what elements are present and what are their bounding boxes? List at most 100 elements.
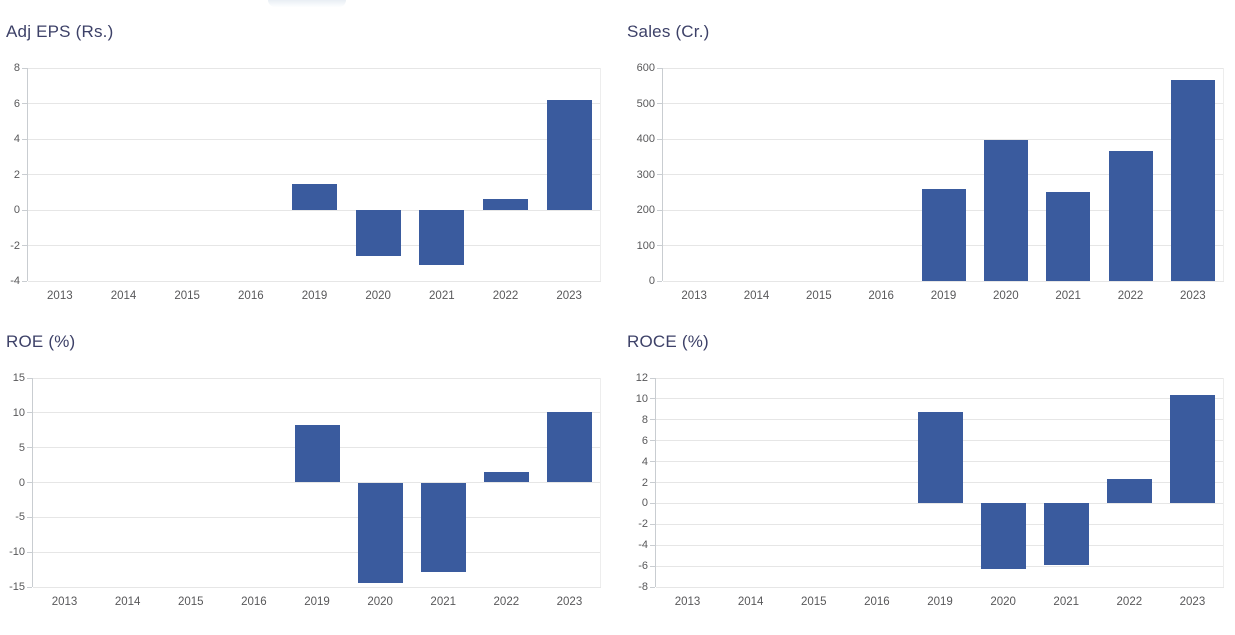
bar-2020[interactable] <box>981 503 1026 570</box>
y-tick-mark <box>22 209 27 211</box>
bar-2022[interactable] <box>484 472 529 483</box>
plot-roce: 12 10 8 6 4 2 0 -2 -4 -6 -8 2013 2014 2015 2016 2019 202… <box>636 372 1224 608</box>
gridline <box>28 245 601 246</box>
y-tick-mark <box>657 67 662 69</box>
x-tick-label-2014: 2014 <box>743 290 770 302</box>
bar-2023[interactable] <box>1170 394 1215 504</box>
chart-title-roe: ROE (%) <box>6 332 76 351</box>
x-tick-label-2013: 2013 <box>51 596 78 608</box>
y-tick-mark <box>27 482 32 483</box>
x-tick-label-2015: 2015 <box>806 290 832 302</box>
x-tick-label-2014: 2014 <box>114 596 141 608</box>
gridline <box>656 523 1224 525</box>
x-tick-label-2020: 2020 <box>993 290 1019 302</box>
y-tick-mark <box>657 138 662 140</box>
x-tick-label-2019: 2019 <box>301 290 328 302</box>
gridline <box>656 398 1224 400</box>
bar-2021[interactable] <box>1046 192 1090 281</box>
gridline <box>656 565 1224 567</box>
x-tick-label-2019: 2019 <box>927 596 953 608</box>
gridline <box>33 412 601 414</box>
x-tick-label-2023: 2023 <box>1180 290 1206 302</box>
x-tick-label-2016: 2016 <box>238 290 264 302</box>
y-tick-label: 2 <box>641 476 648 489</box>
bar-2020[interactable] <box>358 482 403 583</box>
bar-2019[interactable] <box>922 189 966 281</box>
bar-2019[interactable] <box>918 412 963 504</box>
y-tick-label: 8 <box>641 413 648 426</box>
bar-2023[interactable] <box>547 99 592 210</box>
y-tick-mark <box>27 586 32 588</box>
y-tick-mark <box>657 280 662 282</box>
gridline <box>28 174 601 175</box>
bar-2023[interactable] <box>1171 80 1215 281</box>
bar-2022[interactable] <box>1107 479 1152 504</box>
y-axis-line <box>655 378 656 587</box>
x-tick-label-2014: 2014 <box>110 290 137 302</box>
y-tick-label: -8 <box>638 581 648 593</box>
bar-2023[interactable] <box>547 412 592 483</box>
gridline <box>33 482 601 483</box>
y-tick-mark <box>650 461 655 463</box>
y-tick-mark <box>650 565 655 567</box>
gridline <box>656 502 1224 504</box>
y-tick-label: 4 <box>13 133 20 145</box>
y-tick-label: -2 <box>10 239 20 252</box>
y-tick-label: 15 <box>12 372 25 384</box>
gridline <box>663 174 1224 175</box>
bar-2022[interactable] <box>1109 151 1153 281</box>
y-tick-label: 12 <box>635 372 648 384</box>
bar-2021[interactable] <box>1044 503 1089 566</box>
x-tick-label-2014: 2014 <box>737 596 764 608</box>
y-tick-mark <box>27 551 32 553</box>
chart-card-roe: ROE (%) 15 10 5 0 -5 -10 -15 2013 2014 2015 2016 20… <box>0 318 615 635</box>
gridline <box>33 551 601 553</box>
y-tick-mark <box>27 377 32 379</box>
x-tick-label-2021: 2021 <box>430 596 457 608</box>
plot-sales: 600 500 400 300 200 100 0 2013 2014 2015 2016 2019 2… <box>637 62 1224 302</box>
y-tick-mark <box>27 412 32 414</box>
y-axis-line <box>662 68 663 281</box>
x-tick-label-2021: 2021 <box>1053 596 1080 608</box>
y-tick-label: -2 <box>638 518 648 531</box>
gridline <box>663 67 1224 69</box>
gridline <box>663 103 1224 104</box>
x-tick-label-2023: 2023 <box>556 596 583 608</box>
x-tick-label-2016: 2016 <box>241 596 267 608</box>
bar-2020[interactable] <box>984 139 1028 281</box>
bar-2019[interactable] <box>295 425 340 483</box>
gridline <box>28 103 601 104</box>
y-tick-label: 8 <box>13 62 20 74</box>
x-tick-label-2013: 2013 <box>674 596 701 608</box>
gridline <box>33 586 601 588</box>
bar-2020[interactable] <box>356 210 401 257</box>
y-tick-mark <box>650 482 655 483</box>
x-tick-label-2013: 2013 <box>47 290 73 302</box>
chart-card-sales: Sales (Cr.) 600 500 400 300 200 100 0 2013 2014 2… <box>615 0 1235 318</box>
y-tick-mark <box>657 209 662 211</box>
gridline <box>656 586 1224 588</box>
y-tick-mark <box>657 245 662 246</box>
y-tick-mark <box>657 103 662 104</box>
gridline <box>28 280 601 282</box>
x-tick-label-2022: 2022 <box>492 290 519 302</box>
y-tick-mark <box>22 245 27 246</box>
bar-2022[interactable] <box>483 199 528 210</box>
y-tick-label: -6 <box>638 560 648 573</box>
y-tick-label: -4 <box>10 275 20 287</box>
bar-2019[interactable] <box>292 184 337 210</box>
bar-2021[interactable] <box>421 482 466 572</box>
y-tick-mark <box>657 174 662 175</box>
y-tick-label: 400 <box>636 133 655 145</box>
chart-title-roce: ROCE (%) <box>627 332 709 351</box>
bar-2021[interactable] <box>419 210 464 266</box>
x-tick-label-2019: 2019 <box>930 290 957 302</box>
plot-right-border <box>600 68 601 281</box>
chart-card-roce: ROCE (%) 12 10 8 6 4 2 0 -2 -4 -6 -8 2013 2014 2015 20… <box>615 318 1235 635</box>
x-tick-label-2020: 2020 <box>365 290 391 302</box>
y-tick-label: 500 <box>636 97 655 110</box>
gridline <box>656 544 1224 546</box>
y-tick-label: -10 <box>9 546 25 559</box>
y-tick-mark <box>650 419 655 421</box>
y-tick-label: 600 <box>636 62 655 74</box>
